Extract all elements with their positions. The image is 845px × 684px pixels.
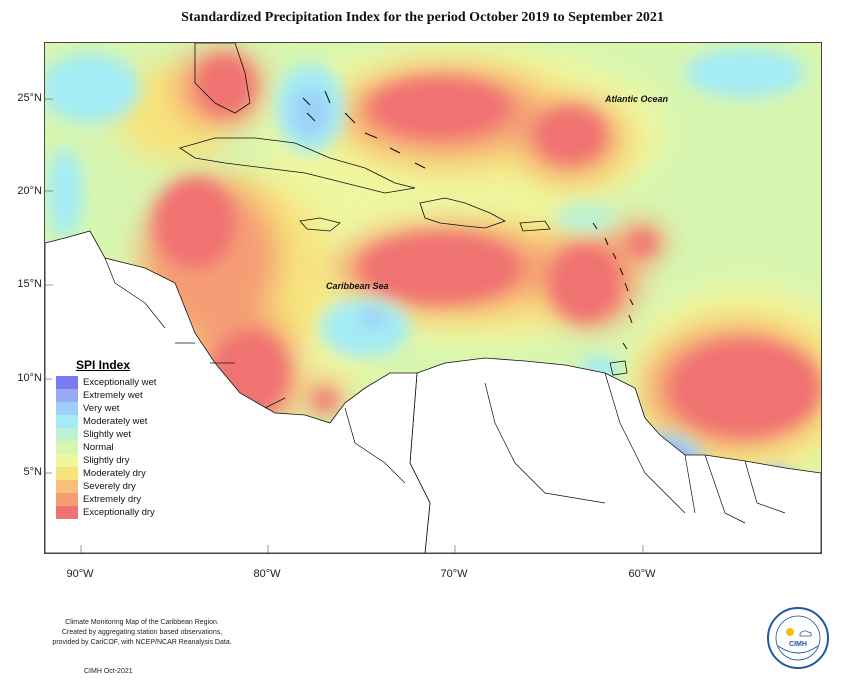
map-title: Standardized Precipitation Index for the… [181, 10, 664, 25]
legend-label: Severely dry [83, 481, 136, 492]
lon-label-70w: 70°W [440, 568, 468, 580]
legend-swatch [56, 506, 78, 519]
legend-item: Extremely dry [56, 493, 166, 506]
atlantic-ocean-label: Atlantic Ocean [605, 94, 669, 104]
trinidad-island [609, 360, 628, 376]
footer-date: CIMH Oct-2021 [84, 668, 133, 675]
legend-label: Moderately wet [83, 416, 148, 427]
spi-legend: SPI Index Exceptionally wet Extremely wet… [52, 354, 170, 525]
legend-swatch [56, 428, 78, 441]
lat-label-25n: 25°N [17, 92, 42, 104]
legend-swatch [56, 441, 78, 454]
lat-label-5n: 5°N [23, 466, 42, 478]
spi-map-canvas [45, 43, 821, 553]
legend-item: Slightly wet [56, 428, 166, 441]
footer-line-2: Created by aggregating station based obs… [61, 629, 223, 636]
legend-title: SPI Index [76, 358, 131, 372]
legend-item: Moderately wet [56, 415, 166, 428]
legend-item: Very wet [56, 402, 166, 415]
legend-item: Normal [56, 441, 166, 454]
spi-map [44, 42, 822, 554]
legend-swatch [56, 402, 78, 415]
legend-label: Exceptionally wet [83, 377, 157, 388]
puerto-rico-island [519, 220, 551, 232]
legend-label: Exceptionally dry [83, 507, 155, 518]
legend-label: Slightly wet [83, 429, 132, 440]
florida-peninsula [194, 43, 251, 114]
legend-item: Exceptionally dry [56, 506, 166, 519]
legend-swatch [56, 480, 78, 493]
lat-label-20n: 20°N [17, 185, 42, 197]
cuba-island [179, 137, 416, 194]
country-borders [104, 257, 786, 524]
lon-label-90w: 90°W [66, 568, 94, 580]
footer-line-3: provided by CariCOF, with NCEP/NCAR Rean… [52, 639, 232, 646]
legend-swatch [56, 493, 78, 506]
graticule [45, 98, 644, 553]
legend-label: Moderately dry [83, 468, 146, 479]
legend-label: Extremely dry [83, 494, 142, 505]
legend-item: Exceptionally wet [56, 376, 166, 389]
lat-label-15n: 15°N [17, 278, 42, 290]
legend-item: Extremely wet [56, 389, 166, 402]
logo-text: CIMH [789, 641, 807, 648]
jamaica-island [299, 217, 341, 232]
legend-item: Moderately dry [56, 467, 166, 480]
lesser-antilles [592, 222, 634, 350]
legend-swatch [56, 454, 78, 467]
footer-credits: Climate Monitoring Map of the Caribbean … [12, 618, 272, 648]
legend-item: Severely dry [56, 480, 166, 493]
lon-label-60w: 60°W [628, 568, 656, 580]
legend-label: Extremely wet [83, 390, 143, 401]
lat-label-10n: 10°N [17, 372, 42, 384]
legend-swatch [56, 389, 78, 402]
hispaniola-island [419, 197, 506, 229]
legend-swatch [56, 376, 78, 389]
legend-label: Slightly dry [83, 455, 130, 466]
legend-swatch [56, 467, 78, 480]
legend-swatch [56, 415, 78, 428]
lon-label-80w: 80°W [253, 568, 281, 580]
caribbean-sea-label: Caribbean Sea [326, 281, 389, 291]
legend-label: Very wet [83, 403, 120, 414]
legend-label: Normal [83, 442, 114, 453]
footer-line-1: Climate Monitoring Map of the Caribbean … [65, 619, 219, 626]
cimh-logo: CIMH [766, 606, 830, 670]
legend-item: Slightly dry [56, 454, 166, 467]
bahamas-islands [302, 90, 426, 169]
legend-items: Exceptionally wet Extremely wet Very wet Mo… [56, 376, 166, 519]
